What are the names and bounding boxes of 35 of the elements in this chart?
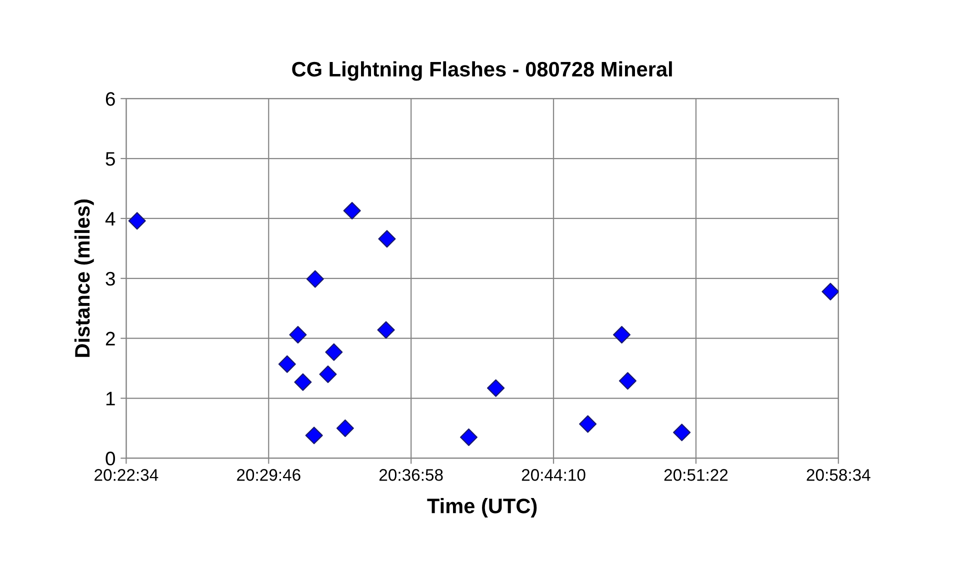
point — [325, 343, 343, 361]
y-tick-label: 1 — [106, 392, 115, 406]
y-tick-label: 3 — [106, 272, 115, 286]
y-tick-label: 4 — [105, 212, 116, 226]
y-tick-label: 2 — [106, 332, 115, 346]
point — [378, 230, 396, 248]
point — [343, 202, 361, 220]
point — [278, 355, 296, 373]
x-tick-label: 20:44:10 — [522, 469, 586, 481]
point — [305, 426, 323, 444]
x-tick-label: 20:51:22 — [664, 469, 728, 481]
point — [460, 428, 478, 446]
y-axis-title: Distance (miles) — [74, 200, 94, 357]
x-tick-label: 20:22:34 — [94, 469, 158, 481]
x-tick-label: 20:29:46 — [237, 469, 300, 481]
point — [294, 373, 312, 391]
y-tick-label: 5 — [106, 152, 115, 166]
point — [487, 379, 505, 397]
point — [822, 282, 838, 300]
point — [673, 424, 691, 442]
point — [377, 321, 395, 339]
point — [319, 366, 337, 384]
y-tick-label: 6 — [106, 92, 115, 106]
point — [618, 372, 636, 390]
point — [306, 270, 324, 288]
chart-title: CG Lightning Flashes - 080728 Mineral — [292, 61, 672, 81]
y-tick-label: 0 — [106, 452, 116, 466]
x-tick-label: 20:36:58 — [379, 469, 443, 481]
point — [336, 419, 354, 438]
x-tick-label: 20:58:34 — [806, 469, 870, 481]
point — [289, 326, 307, 344]
point — [579, 415, 597, 433]
x-axis-title: Time (UTC) — [427, 498, 537, 518]
point — [612, 326, 631, 344]
point — [128, 212, 146, 230]
